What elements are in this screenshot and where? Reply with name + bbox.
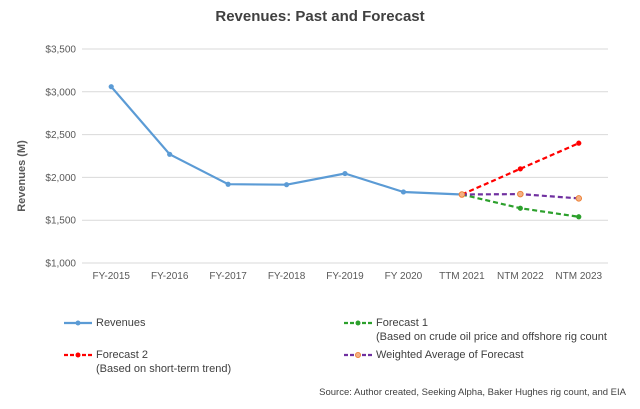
data-point-wavg <box>458 191 466 198</box>
legend-label-weighted-average: Weighted Average of Forecast <box>376 349 524 361</box>
data-point-f2 <box>576 140 582 146</box>
chart-title: Revenues: Past and Forecast <box>215 8 424 25</box>
legend-swatch-forecast-2 <box>64 352 92 358</box>
data-point-wavg <box>517 190 524 198</box>
x-tick-label: NTM 2022 <box>497 271 544 282</box>
y-axis-ticks: $1,000 $1,500 $2,000 $2,500 $3,000 $3,500 <box>45 45 76 270</box>
legend-swatch-weighted-average <box>344 352 372 358</box>
data-point-revenues <box>342 170 348 177</box>
y-tick-label: $1,500 <box>45 216 76 227</box>
x-tick-label: FY-2017 <box>209 271 247 282</box>
data-point-f1 <box>576 214 582 220</box>
gridlines <box>82 48 608 264</box>
x-tick-label: FY-2015 <box>93 271 131 282</box>
series-line-f2 <box>461 142 580 196</box>
series-line-revenues <box>110 85 462 196</box>
data-point-revenues <box>225 181 231 187</box>
y-tick-label: $2,500 <box>45 130 76 141</box>
series-lines <box>110 85 580 218</box>
y-axis-label: Revenues (M) <box>16 140 28 212</box>
legend-item-forecast-1: Forecast 1 (Based on crude oil price and… <box>344 316 634 346</box>
x-tick-label: FY-2019 <box>326 271 364 282</box>
legend-swatch-revenues <box>64 320 92 326</box>
x-tick-label: FY 2020 <box>385 271 423 282</box>
legend-label-forecast-2: Forecast 2 <box>96 349 148 361</box>
y-tick-label: $1,000 <box>45 259 76 270</box>
x-tick-label: FY-2016 <box>151 271 189 282</box>
legend-item-weighted-average: Weighted Average of Forecast <box>344 348 634 364</box>
source-note: Source: Author created, Seeking Alpha, B… <box>319 387 626 398</box>
y-tick-label: $3,000 <box>45 87 76 98</box>
data-point-revenues <box>108 84 114 90</box>
data-point-wavg <box>575 195 583 202</box>
data-point-f1 <box>517 205 523 211</box>
y-tick-label: $2,000 <box>45 173 76 184</box>
legend-item-forecast-2: Forecast 2 (Based on short-term trend) <box>64 348 324 378</box>
x-axis-ticks: FY-2015 FY-2016 FY-2017 FY-2018 FY-2019 FY 20… <box>93 271 603 282</box>
x-tick-label: TTM 2021 <box>439 271 485 282</box>
x-tick-label: NTM 2023 <box>555 271 602 282</box>
series-points <box>108 84 583 220</box>
legend-sublabel-forecast-2: (Based on short-term trend) <box>96 363 232 375</box>
legend-label-revenues: Revenues <box>96 317 146 329</box>
legend-label-forecast-1: Forecast 1 <box>376 317 428 329</box>
data-point-revenues <box>283 182 290 188</box>
legend-swatch-forecast-1 <box>344 320 372 326</box>
y-tick-label: $3,500 <box>45 45 76 56</box>
data-point-revenues <box>167 151 173 157</box>
data-point-f2 <box>517 166 523 172</box>
legend-sublabel-forecast-1: (Based on crude oil price and offshore r… <box>376 331 607 343</box>
data-point-revenues <box>400 189 407 195</box>
legend-item-revenues: Revenues <box>64 316 284 332</box>
x-tick-label: FY-2018 <box>268 271 306 282</box>
